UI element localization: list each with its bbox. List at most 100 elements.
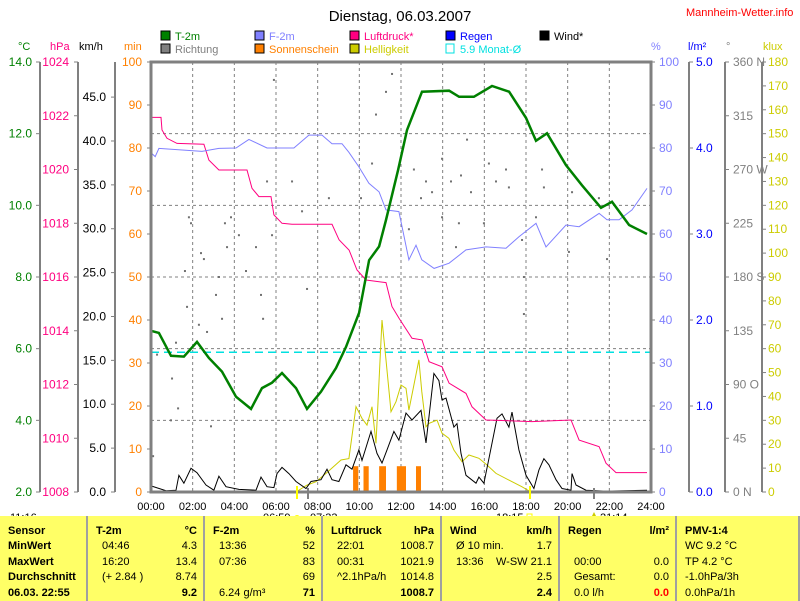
- direction-point: [521, 238, 524, 241]
- unit-kmh: km/h: [79, 41, 103, 53]
- direction-point: [210, 425, 212, 428]
- axis-tick-label: 1.0: [696, 399, 713, 413]
- direction-point: [482, 222, 485, 225]
- direction-point: [200, 252, 202, 255]
- cell-label: 13:36: [456, 555, 484, 568]
- table-row: 0.0 l/h 0.0: [560, 586, 675, 601]
- legend-label: F-2m: [269, 31, 295, 43]
- legend-swatch: [445, 30, 456, 41]
- table-row: TP 4.2 °C: [677, 555, 798, 570]
- table-row: [560, 539, 675, 554]
- cell-value: 13.4: [175, 555, 197, 568]
- axis-tick-label: 1010: [42, 431, 69, 445]
- direction-point: [215, 293, 217, 296]
- axis-tick-label: 30: [129, 356, 143, 370]
- x-tick-label: 02:00: [179, 501, 207, 513]
- cell-value: 8.74: [175, 571, 197, 583]
- legend-item: 5.9 Monat-Ø: [445, 43, 522, 56]
- axis-tick-label: 70: [768, 318, 782, 332]
- direction-point: [170, 419, 172, 422]
- axis-tick-label: 45.0: [83, 90, 107, 104]
- legend-label: T-2m: [175, 31, 200, 43]
- direction-point: [457, 222, 460, 225]
- table-row: MinWert: [0, 539, 86, 554]
- axis-tick-label: 170: [768, 79, 788, 93]
- axis-kmh: 0.0 5.0 10.0 15.0 20.0 25.0 30.0 35.0 40.0 45.0: [83, 62, 116, 499]
- direction-point: [206, 330, 209, 333]
- cell-label: 0.0 l/h: [574, 586, 604, 599]
- legend-label: Sonnenschein: [269, 44, 339, 56]
- direction-point: [221, 317, 224, 320]
- axis-tick-label: 5.0: [89, 441, 106, 455]
- legend-item: F-2m: [254, 30, 295, 43]
- direction-point: [420, 197, 422, 200]
- axis-tick-label: 225: [733, 216, 753, 230]
- axis-tick-label: 10: [129, 442, 143, 456]
- cell-value: 71: [302, 586, 315, 599]
- direction-point: [487, 162, 490, 165]
- axis-tick-label: 40: [659, 313, 673, 327]
- direction-point: [466, 138, 469, 141]
- axis-tick-label: 90: [659, 98, 673, 112]
- axis-tick-label: 120: [768, 198, 788, 212]
- legend-label: Helligkeit: [364, 44, 409, 56]
- legend-label: Richtung: [175, 44, 218, 56]
- direction-point: [522, 276, 525, 278]
- direction-point: [597, 197, 600, 200]
- axis-tick-label: 80: [768, 294, 782, 308]
- axis-tick-label: 80: [129, 141, 143, 155]
- axis-tick-label: 150: [768, 127, 788, 141]
- cell-value: 83: [302, 555, 315, 568]
- cell-label: 16:20: [102, 555, 130, 568]
- table-row: 1008.7: [323, 586, 440, 601]
- axis-tick-label: 20: [768, 437, 782, 451]
- direction-point: [567, 250, 570, 253]
- axis-tick-label: 60: [129, 227, 143, 241]
- cell-label: Regen: [568, 525, 602, 537]
- axis-tick-label: 25.0: [83, 266, 107, 280]
- table-row: 00:31 1021.9: [323, 555, 440, 570]
- table-row: 9.2: [88, 586, 203, 601]
- x-tick-label: 12:00: [387, 501, 415, 513]
- axis-tick-label: 12.0: [9, 127, 33, 141]
- legend-item: Richtung: [160, 43, 218, 56]
- table-row: ^2.1hPa/h 1014.8: [323, 570, 440, 585]
- direction-point: [152, 455, 155, 458]
- table-column: Luftdruck hPa 22:01 1008.7 00:31 1021.9 ^2.1hP…: [323, 516, 442, 601]
- axis-tick-label: 5.0: [696, 55, 713, 69]
- axis-tick-label: 30: [768, 413, 782, 427]
- axis-pct: 0 10 20 30 40 50 60 70 80 90 100: [651, 55, 679, 499]
- legend-swatch: [445, 43, 455, 54]
- sunshine-bar: [396, 466, 406, 492]
- direction-point: [301, 210, 304, 213]
- legend-swatch: [254, 43, 265, 54]
- cell-label: 0.0hPa/1h: [685, 586, 736, 599]
- cell-value: %: [305, 525, 315, 537]
- cell-value: 52: [302, 540, 315, 552]
- table-row: 69: [205, 570, 321, 585]
- axis-tick-label: 50: [659, 270, 673, 284]
- cell-value: 69: [302, 571, 315, 583]
- cell-label: PMV-1:4: [685, 525, 728, 537]
- cell-label: T-2m: [96, 525, 122, 537]
- axis-tick-label: 40.0: [83, 134, 107, 148]
- axis-tick-label: 10.0: [83, 397, 107, 411]
- series-f-2m: [150, 134, 648, 269]
- cell-value: 2.5: [536, 571, 552, 583]
- cell-label: 13:36: [219, 540, 247, 552]
- direction-point: [306, 287, 309, 290]
- axis-min: 0 10 20 30 40 50 60 70 80 90 100: [122, 55, 151, 499]
- axis-tick-label: 50: [129, 270, 143, 284]
- direction-point: [197, 323, 200, 326]
- axis-tick-label: 20: [129, 399, 143, 413]
- axis-tick-label: 80: [659, 141, 673, 155]
- direction-point: [187, 216, 190, 219]
- cell-label: 00:00: [574, 555, 602, 568]
- site-link[interactable]: Mannheim-Wetter.info: [686, 7, 793, 19]
- direction-point: [171, 377, 174, 380]
- x-tick-label: 24:00: [637, 501, 665, 513]
- direction-point: [407, 228, 410, 231]
- chart-title: Dienstag, 06.03.2007: [329, 8, 472, 25]
- cell-label: 00:31: [337, 555, 365, 568]
- axis-tick-label: 360 N: [733, 55, 765, 69]
